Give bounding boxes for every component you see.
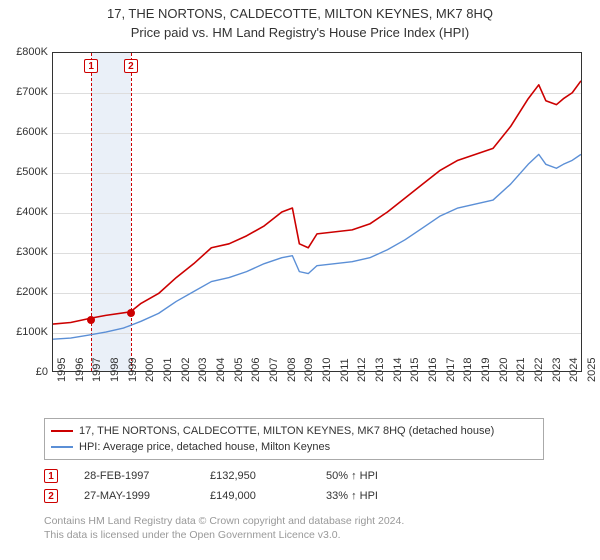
x-tick-label: 2014 — [392, 358, 404, 382]
y-tick-label: £800K — [8, 46, 48, 58]
footer-line-2: This data is licensed under the Open Gov… — [44, 528, 564, 542]
series-line — [53, 81, 581, 324]
x-tick-label: 2010 — [321, 358, 333, 382]
event-dot — [127, 309, 135, 317]
x-tick-label: 2016 — [427, 358, 439, 382]
x-tick-label: 2000 — [144, 358, 156, 382]
legend-row: 17, THE NORTONS, CALDECOTTE, MILTON KEYN… — [51, 423, 537, 439]
x-tick-label: 2005 — [233, 358, 245, 382]
x-axis-labels: 1995199619971998199920002001200220032004… — [52, 374, 582, 408]
y-axis-labels: £0£100K£200K£300K£400K£500K£600K£700K£80… — [8, 52, 52, 372]
x-tick-label: 2009 — [303, 358, 315, 382]
event-marker: 1 — [84, 59, 98, 73]
title-main: 17, THE NORTONS, CALDECOTTE, MILTON KEYN… — [0, 6, 600, 23]
plot-area: 12 — [52, 52, 582, 372]
transaction-badge: 1 — [44, 469, 58, 483]
x-tick-label: 2007 — [268, 358, 280, 382]
chart-svg — [53, 53, 581, 371]
transaction-hpi: 50% ↑ HPI — [326, 470, 446, 482]
x-tick-label: 2020 — [498, 358, 510, 382]
y-tick-label: £0 — [8, 366, 48, 378]
x-tick-label: 2017 — [445, 358, 457, 382]
x-tick-label: 2019 — [480, 358, 492, 382]
x-tick-label: 2012 — [356, 358, 368, 382]
legend-label: HPI: Average price, detached house, Milt… — [79, 441, 330, 453]
x-tick-label: 2002 — [180, 358, 192, 382]
transaction-date: 27-MAY-1999 — [84, 490, 184, 502]
event-dot — [87, 316, 95, 324]
legend-box: 17, THE NORTONS, CALDECOTTE, MILTON KEYN… — [44, 418, 544, 460]
transaction-row: 2 27-MAY-1999 £149,000 33% ↑ HPI — [44, 486, 564, 506]
transaction-row: 1 28-FEB-1997 £132,950 50% ↑ HPI — [44, 466, 564, 486]
legend-swatch — [51, 430, 73, 432]
title-block: 17, THE NORTONS, CALDECOTTE, MILTON KEYN… — [0, 0, 600, 42]
x-tick-label: 1995 — [56, 358, 68, 382]
legend-row: HPI: Average price, detached house, Milt… — [51, 439, 537, 455]
x-tick-label: 2003 — [197, 358, 209, 382]
x-tick-label: 1997 — [91, 358, 103, 382]
x-tick-label: 2015 — [409, 358, 421, 382]
transaction-price: £149,000 — [210, 490, 300, 502]
transactions-table: 1 28-FEB-1997 £132,950 50% ↑ HPI 2 27-MAY-199… — [44, 466, 564, 506]
x-tick-label: 2022 — [533, 358, 545, 382]
chart-container: 17, THE NORTONS, CALDECOTTE, MILTON KEYN… — [0, 0, 600, 560]
transaction-price: £132,950 — [210, 470, 300, 482]
x-tick-label: 2001 — [162, 358, 174, 382]
x-tick-label: 2011 — [339, 358, 351, 382]
x-tick-label: 2021 — [515, 358, 527, 382]
transaction-hpi: 33% ↑ HPI — [326, 490, 446, 502]
legend-swatch — [51, 446, 73, 448]
event-marker: 2 — [124, 59, 138, 73]
chart-wrap: £0 £100K £200K £300K £400K £500K £600K £700K £80… — [8, 48, 592, 408]
x-tick-label: 1999 — [127, 358, 139, 382]
x-tick-label: 2023 — [551, 358, 563, 382]
y-tick-label: £700K — [8, 86, 48, 98]
y-tick-label: £500K — [8, 166, 48, 178]
x-tick-label: 2006 — [250, 358, 262, 382]
x-tick-label: 2024 — [568, 358, 580, 382]
y-tick-label: £400K — [8, 206, 48, 218]
x-tick-label: 1998 — [109, 358, 121, 382]
x-tick-label: 2004 — [215, 358, 227, 382]
footer-line-1: Contains HM Land Registry data © Crown c… — [44, 514, 564, 528]
x-tick-label: 2013 — [374, 358, 386, 382]
footer-attribution: Contains HM Land Registry data © Crown c… — [44, 514, 564, 542]
x-tick-label: 1996 — [74, 358, 86, 382]
y-tick-label: £100K — [8, 326, 48, 338]
title-sub: Price paid vs. HM Land Registry's House … — [0, 25, 600, 42]
transaction-badge: 2 — [44, 489, 58, 503]
y-tick-label: £200K — [8, 286, 48, 298]
x-tick-label: 2018 — [462, 358, 474, 382]
transaction-date: 28-FEB-1997 — [84, 470, 184, 482]
y-tick-label: £600K — [8, 126, 48, 138]
legend-label: 17, THE NORTONS, CALDECOTTE, MILTON KEYN… — [79, 425, 494, 437]
x-tick-label: 2008 — [286, 358, 298, 382]
y-tick-label: £300K — [8, 246, 48, 258]
x-tick-label: 2025 — [586, 358, 598, 382]
